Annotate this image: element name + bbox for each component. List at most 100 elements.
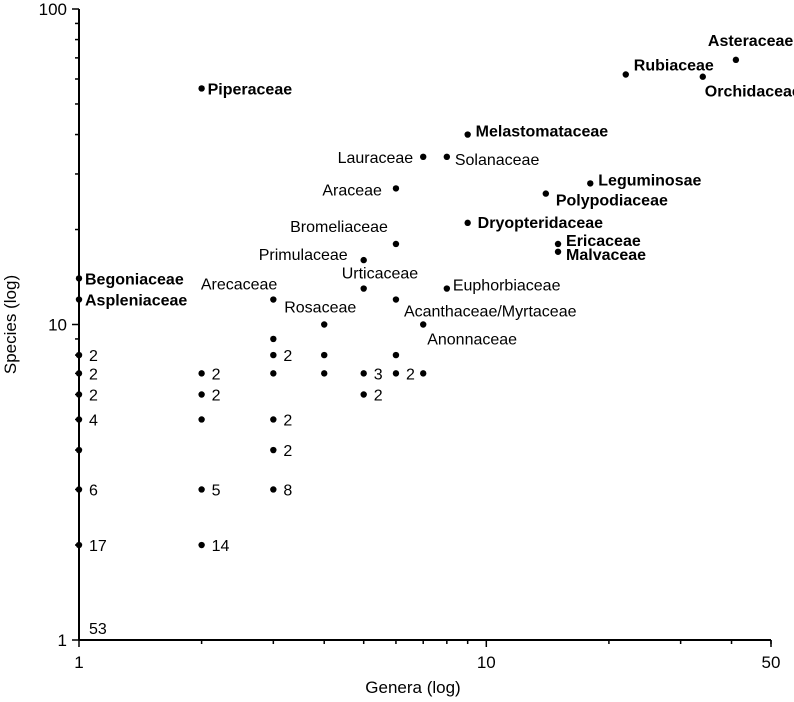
point-label: Rosaceae bbox=[284, 300, 356, 317]
data-point bbox=[443, 285, 451, 292]
data-point bbox=[198, 486, 205, 493]
point-label: Lauraceae bbox=[338, 150, 414, 167]
point-label: Melastomataceae bbox=[476, 124, 609, 141]
data-point bbox=[360, 285, 367, 292]
count-label: 14 bbox=[212, 538, 230, 555]
data-point bbox=[392, 240, 400, 248]
data-point bbox=[464, 131, 471, 138]
data-point bbox=[75, 351, 83, 359]
data-point bbox=[75, 486, 83, 493]
data-point bbox=[270, 351, 277, 359]
data-point bbox=[699, 73, 706, 80]
point-label: Orchidaceae bbox=[705, 84, 794, 101]
point-label: Piperaceae bbox=[208, 81, 293, 98]
point-label: Begoniaceae bbox=[85, 271, 184, 288]
x-tick-label: 50 bbox=[762, 653, 781, 672]
x-tick-label: 1 bbox=[74, 653, 83, 672]
count-label: 2 bbox=[283, 348, 292, 365]
data-point bbox=[420, 153, 427, 161]
point-label: Dryopteridaceae bbox=[478, 215, 603, 232]
data-point bbox=[542, 190, 550, 197]
point-label: Araceae bbox=[322, 182, 382, 199]
count-label: 4 bbox=[89, 412, 98, 429]
count-label: 17 bbox=[89, 538, 107, 555]
count-label: 8 bbox=[283, 482, 292, 499]
data-point bbox=[464, 219, 471, 227]
x-tick-label: 10 bbox=[477, 653, 496, 672]
point-label: Acanthaceae/Myrtaceae bbox=[404, 304, 577, 321]
count-label: 2 bbox=[212, 387, 221, 404]
data-point bbox=[732, 56, 740, 64]
data-point bbox=[622, 71, 629, 78]
count-label: 5 bbox=[212, 482, 221, 499]
count-label: 2 bbox=[283, 443, 292, 460]
data-point bbox=[321, 321, 328, 328]
data-point bbox=[392, 296, 400, 303]
data-point bbox=[392, 370, 400, 377]
point-label: Ericaceae bbox=[566, 233, 641, 250]
data-point bbox=[75, 296, 83, 303]
data-point bbox=[392, 351, 400, 359]
count-label: 2 bbox=[283, 412, 292, 429]
data-point bbox=[554, 248, 562, 255]
data-point bbox=[321, 370, 328, 377]
point-label: Bromeliaceae bbox=[290, 219, 388, 236]
data-point bbox=[392, 185, 400, 192]
data-point bbox=[360, 391, 367, 398]
data-point bbox=[75, 391, 83, 398]
data-point bbox=[198, 85, 205, 92]
data-point bbox=[198, 416, 205, 423]
y-tick-label: 100 bbox=[39, 0, 67, 19]
x-axis-label: Genera (log) bbox=[365, 678, 460, 697]
data-point bbox=[420, 321, 427, 328]
data-point bbox=[554, 240, 562, 248]
count-label: 3 bbox=[374, 366, 383, 383]
data-point bbox=[75, 541, 83, 549]
data-point bbox=[270, 335, 277, 343]
data-point bbox=[75, 446, 83, 454]
point-label: Polypodiaceae bbox=[556, 193, 668, 210]
tick-labels: 1 10 100 1 10 50 bbox=[39, 0, 781, 672]
point-label: Arecaceae bbox=[201, 277, 278, 294]
data-point bbox=[270, 370, 277, 377]
count-label: 2 bbox=[374, 387, 383, 404]
count-label: 2 bbox=[89, 366, 98, 383]
count-label: 2 bbox=[89, 387, 98, 404]
count-label: 2 bbox=[212, 366, 221, 383]
data-point bbox=[270, 446, 277, 454]
point-label: Primulaceae bbox=[259, 247, 348, 264]
data-point bbox=[75, 370, 83, 377]
count-label: 2 bbox=[89, 348, 98, 365]
point-label: Leguminosae bbox=[598, 172, 701, 189]
point-label: Rubiaceae bbox=[634, 58, 714, 75]
point-label: Asteraceae bbox=[708, 33, 794, 50]
data-point bbox=[360, 370, 367, 377]
data-point bbox=[75, 275, 83, 282]
count-label: 6 bbox=[89, 482, 98, 499]
axes bbox=[72, 8, 772, 647]
data-point bbox=[198, 391, 205, 398]
point-label: Solanaceae bbox=[455, 152, 540, 169]
y-tick-label: 1 bbox=[58, 631, 67, 650]
point-labels: Asteraceae Rubiaceae Orchidaceae Piperaceae… bbox=[85, 33, 794, 638]
data-point bbox=[443, 153, 451, 161]
data-point bbox=[270, 416, 277, 423]
y-axis-label: Species (log) bbox=[1, 275, 20, 374]
count-label: 53 bbox=[89, 621, 107, 638]
data-point bbox=[270, 296, 277, 303]
data-point bbox=[587, 180, 594, 187]
point-label: Anonnaceae bbox=[427, 332, 517, 349]
count-label: 2 bbox=[406, 366, 415, 383]
y-tick-label: 10 bbox=[48, 316, 67, 335]
data-point bbox=[360, 256, 367, 264]
data-point bbox=[75, 416, 83, 423]
data-point bbox=[321, 351, 328, 359]
data-point bbox=[198, 370, 205, 377]
data-point bbox=[270, 486, 277, 493]
data-points bbox=[75, 56, 740, 549]
point-label: Urticaceae bbox=[342, 266, 419, 283]
data-point bbox=[198, 541, 205, 549]
data-point bbox=[420, 370, 427, 377]
point-label: Malvaceae bbox=[566, 247, 646, 264]
